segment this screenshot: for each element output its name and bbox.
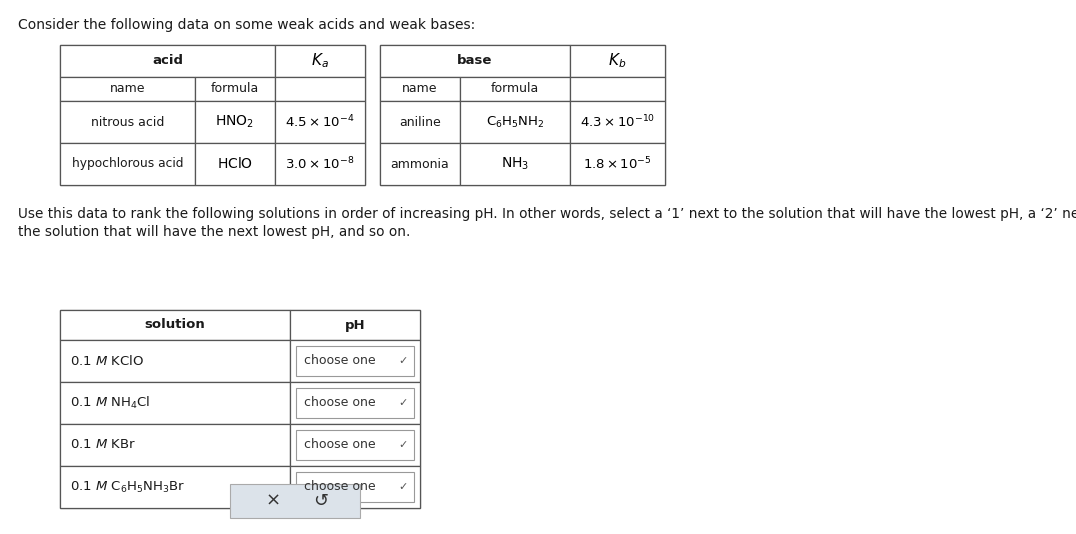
Text: $1.8\times10^{-5}$: $1.8\times10^{-5}$ xyxy=(583,156,652,172)
Bar xyxy=(291,310,420,340)
Bar xyxy=(296,430,414,460)
Bar xyxy=(60,45,365,185)
Text: Consider the following data on some weak acids and weak bases:: Consider the following data on some weak… xyxy=(18,18,476,32)
Text: ✓: ✓ xyxy=(398,356,408,366)
Bar xyxy=(195,77,275,101)
Text: choose one: choose one xyxy=(305,481,376,493)
Text: ammonia: ammonia xyxy=(391,158,450,170)
Text: $\mathrm{C_6H_5NH_2}$: $\mathrm{C_6H_5NH_2}$ xyxy=(485,114,544,130)
Text: hypochlorous acid: hypochlorous acid xyxy=(72,158,183,170)
Bar xyxy=(275,77,365,101)
Bar xyxy=(60,143,195,185)
Bar xyxy=(380,45,665,185)
Text: 0.1 $\mathit{M}$ KClO: 0.1 $\mathit{M}$ KClO xyxy=(70,354,144,368)
Text: base: base xyxy=(457,54,493,67)
Bar xyxy=(296,472,414,502)
Bar xyxy=(461,77,570,101)
Text: pH: pH xyxy=(344,318,366,332)
Text: acid: acid xyxy=(152,54,183,67)
Bar xyxy=(380,143,461,185)
Text: ✓: ✓ xyxy=(398,398,408,408)
Text: Use this data to rank the following solutions in order of increasing pH. In othe: Use this data to rank the following solu… xyxy=(18,207,1076,221)
Bar xyxy=(60,101,195,143)
Bar xyxy=(60,77,195,101)
Text: ✓: ✓ xyxy=(398,440,408,450)
Text: $\mathrm{HClO}$: $\mathrm{HClO}$ xyxy=(217,156,253,171)
Text: choose one: choose one xyxy=(305,438,376,452)
Bar xyxy=(230,484,360,518)
Text: name: name xyxy=(402,82,438,96)
Bar xyxy=(296,388,414,418)
Text: choose one: choose one xyxy=(305,397,376,410)
Text: 0.1 $\mathit{M}$ KBr: 0.1 $\mathit{M}$ KBr xyxy=(70,438,137,452)
Bar xyxy=(461,101,570,143)
Text: $\mathrm{HNO_2}$: $\mathrm{HNO_2}$ xyxy=(215,114,255,130)
Bar xyxy=(461,143,570,185)
Bar xyxy=(60,310,420,508)
Bar xyxy=(291,466,420,508)
Text: the solution that will have the next lowest pH, and so on.: the solution that will have the next low… xyxy=(18,225,410,239)
Bar xyxy=(570,77,665,101)
Text: name: name xyxy=(110,82,145,96)
Text: $\mathrm{NH_3}$: $\mathrm{NH_3}$ xyxy=(500,156,529,172)
Text: $4.3\times10^{-10}$: $4.3\times10^{-10}$ xyxy=(580,114,655,130)
Text: formula: formula xyxy=(491,82,539,96)
Bar xyxy=(380,45,570,77)
Bar xyxy=(275,101,365,143)
Bar xyxy=(195,101,275,143)
Bar xyxy=(195,143,275,185)
Text: ×: × xyxy=(266,492,281,510)
Bar xyxy=(570,101,665,143)
Text: ↺: ↺ xyxy=(313,492,328,510)
Text: nitrous acid: nitrous acid xyxy=(90,115,165,129)
Text: formula: formula xyxy=(211,82,259,96)
Bar xyxy=(380,101,461,143)
Bar xyxy=(570,45,665,77)
Bar xyxy=(60,466,291,508)
Bar xyxy=(291,340,420,382)
Text: 0.1 $\mathit{M}$ NH$_4$Cl: 0.1 $\mathit{M}$ NH$_4$Cl xyxy=(70,395,151,411)
Bar xyxy=(60,382,291,424)
Text: choose one: choose one xyxy=(305,355,376,367)
Bar xyxy=(60,310,291,340)
Text: $\mathit{K}_b$: $\mathit{K}_b$ xyxy=(608,52,626,70)
Text: aniline: aniline xyxy=(399,115,441,129)
Bar xyxy=(60,340,291,382)
Text: ✓: ✓ xyxy=(398,482,408,492)
Bar xyxy=(275,143,365,185)
Bar xyxy=(291,382,420,424)
Bar xyxy=(275,45,365,77)
Bar xyxy=(60,424,291,466)
Text: $3.0\times10^{-8}$: $3.0\times10^{-8}$ xyxy=(285,156,355,172)
Text: 0.1 $\mathit{M}$ C$_6$H$_5$NH$_3$Br: 0.1 $\mathit{M}$ C$_6$H$_5$NH$_3$Br xyxy=(70,480,185,494)
Text: solution: solution xyxy=(144,318,206,332)
Bar xyxy=(296,346,414,376)
Bar xyxy=(60,45,275,77)
Bar xyxy=(380,77,461,101)
Text: $\mathit{K}_a$: $\mathit{K}_a$ xyxy=(311,52,329,70)
Text: $4.5\times10^{-4}$: $4.5\times10^{-4}$ xyxy=(285,114,355,130)
Bar xyxy=(291,424,420,466)
Bar xyxy=(570,143,665,185)
